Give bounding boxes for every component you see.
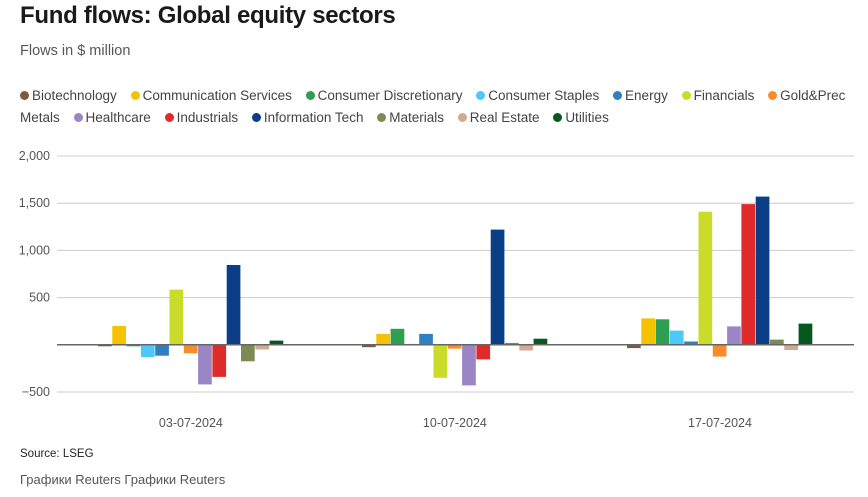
- legend-swatch-icon: [73, 113, 83, 122]
- chart-title: Fund flows: Global equity sectors: [20, 2, 396, 29]
- legend-swatch-icon: [164, 113, 174, 122]
- bar-financials-03-07-2024[interactable]: [169, 289, 184, 345]
- bar-real-estate-03-07-2024[interactable]: [255, 344, 269, 350]
- legend-item-materials[interactable]: Materials: [377, 110, 444, 125]
- bar-gold-prec-metals-03-07-2024[interactable]: [183, 344, 198, 354]
- bar-communication-services-03-07-2024[interactable]: [112, 325, 126, 345]
- y-tick-label: 500: [29, 291, 50, 305]
- legend-swatch-icon: [768, 91, 778, 100]
- bars: [98, 196, 813, 386]
- bar-consumer-staples-03-07-2024[interactable]: [140, 344, 155, 358]
- bar-consumer-discretionary-10-07-2024[interactable]: [390, 328, 405, 345]
- legend-swatch-icon: [457, 113, 467, 122]
- legend-item-financials[interactable]: Financials: [681, 88, 755, 103]
- legend-swatch-icon: [613, 91, 623, 100]
- bar-energy-17-07-2024[interactable]: [684, 341, 698, 345]
- x-tick-label: 17-07-2024: [688, 416, 752, 430]
- bar-gold-prec-metals-17-07-2024[interactable]: [712, 344, 727, 357]
- x-axis-labels: 03-07-2024 10-07-2024 17-07-2024: [159, 416, 752, 430]
- legend-label: Utilities: [565, 110, 609, 125]
- legend-label: Healthcare: [85, 110, 151, 125]
- legend-label: Industrials: [176, 110, 239, 125]
- legend-label: Consumer Discretionary: [317, 88, 463, 103]
- legend-swatch-icon: [251, 113, 261, 122]
- bar-information-tech-17-07-2024[interactable]: [755, 196, 770, 345]
- source-note: Source: LSEG: [20, 448, 94, 460]
- bar-materials-17-07-2024[interactable]: [770, 339, 784, 345]
- y-tick-label: −500: [22, 385, 50, 399]
- y-tick-label: 2,000: [19, 149, 50, 163]
- bar-real-estate-17-07-2024[interactable]: [784, 344, 798, 350]
- legend-item-information-tech[interactable]: Information Tech: [251, 110, 364, 125]
- legend-item-biotechnology[interactable]: Biotechnology: [20, 88, 117, 103]
- bar-materials-03-07-2024[interactable]: [241, 344, 255, 362]
- bar-industrials-10-07-2024[interactable]: [476, 344, 491, 360]
- chart-legend: Biotechnology Communication Services Con…: [20, 85, 850, 129]
- bar-communication-services-10-07-2024[interactable]: [376, 333, 390, 345]
- legend-swatch-icon: [681, 91, 691, 100]
- legend-item-consumer-discretionary[interactable]: Consumer Discretionary: [305, 88, 463, 103]
- bar-energy-03-07-2024[interactable]: [155, 344, 169, 356]
- legend-item-industrials[interactable]: Industrials: [164, 110, 239, 125]
- legend-label: Information Tech: [263, 110, 364, 125]
- legend-swatch-icon: [130, 91, 140, 100]
- legend-swatch-icon: [553, 113, 563, 122]
- bar-materials-10-07-2024[interactable]: [505, 342, 519, 345]
- x-tick-label: 03-07-2024: [159, 416, 223, 430]
- bar-consumer-discretionary-17-07-2024[interactable]: [655, 319, 670, 345]
- bar-utilities-03-07-2024[interactable]: [269, 340, 284, 345]
- bar-healthcare-10-07-2024[interactable]: [462, 344, 476, 386]
- legend-label: Consumer Staples: [488, 88, 600, 103]
- legend-label: Communication Services: [142, 88, 292, 103]
- legend-swatch-icon: [476, 91, 486, 100]
- bar-consumer-staples-17-07-2024[interactable]: [669, 330, 684, 345]
- bar-healthcare-03-07-2024[interactable]: [198, 344, 212, 385]
- legend-swatch-icon: [20, 91, 29, 100]
- bar-communication-services-17-07-2024[interactable]: [641, 318, 655, 345]
- bar-industrials-17-07-2024[interactable]: [741, 204, 756, 345]
- bar-energy-10-07-2024[interactable]: [419, 333, 433, 345]
- y-axis-ticks: 2,000 1,500 1,000 500 −500: [19, 149, 50, 399]
- y-tick-label: 1,000: [19, 243, 50, 257]
- legend-label: Financials: [693, 88, 755, 103]
- bar-chart: 2,000 1,500 1,000 500 −500 03-07-2024 10-07-2…: [19, 149, 854, 430]
- bar-information-tech-10-07-2024[interactable]: [490, 229, 505, 345]
- bar-financials-17-07-2024[interactable]: [698, 211, 713, 345]
- bar-biotechnology-17-07-2024[interactable]: [627, 344, 641, 349]
- y-tick-label: 1,500: [19, 196, 50, 210]
- bar-gold-prec-metals-10-07-2024[interactable]: [447, 344, 462, 349]
- bar-information-tech-03-07-2024[interactable]: [226, 265, 241, 345]
- bar-biotechnology-10-07-2024[interactable]: [362, 344, 376, 348]
- legend-item-consumer-staples[interactable]: Consumer Staples: [476, 88, 599, 103]
- bar-utilities-10-07-2024[interactable]: [533, 338, 548, 345]
- bar-real-estate-10-07-2024[interactable]: [519, 344, 533, 351]
- legend-item-healthcare[interactable]: Healthcare: [73, 110, 151, 125]
- legend-item-energy[interactable]: Energy: [613, 88, 668, 103]
- legend-label: Biotechnology: [32, 88, 117, 103]
- legend-item-gold-prec-metals[interactable]: Gold&Prec Metals: [20, 88, 845, 125]
- legend-swatch-icon: [305, 91, 315, 100]
- legend-label: Gold&Prec Metals: [20, 88, 846, 125]
- legend-item-communication-services[interactable]: Communication Services: [130, 88, 292, 103]
- chart-subtitle: Flows in $ million: [20, 43, 131, 59]
- bar-industrials-03-07-2024[interactable]: [212, 344, 227, 377]
- legend-label: Materials: [389, 110, 444, 125]
- legend-swatch-icon: [377, 113, 387, 122]
- x-tick-label: 10-07-2024: [423, 416, 487, 430]
- bar-utilities-17-07-2024[interactable]: [798, 323, 813, 345]
- gridlines: [57, 155, 854, 393]
- legend-item-utilities[interactable]: Utilities: [553, 110, 609, 125]
- bar-financials-10-07-2024[interactable]: [433, 344, 448, 378]
- credit-note: Графики Reuters Графики Reuters: [20, 472, 226, 487]
- bar-healthcare-17-07-2024[interactable]: [727, 326, 741, 345]
- legend-label: Real Estate: [469, 110, 540, 125]
- legend-item-real-estate[interactable]: Real Estate: [457, 110, 540, 125]
- legend-label: Energy: [625, 88, 668, 103]
